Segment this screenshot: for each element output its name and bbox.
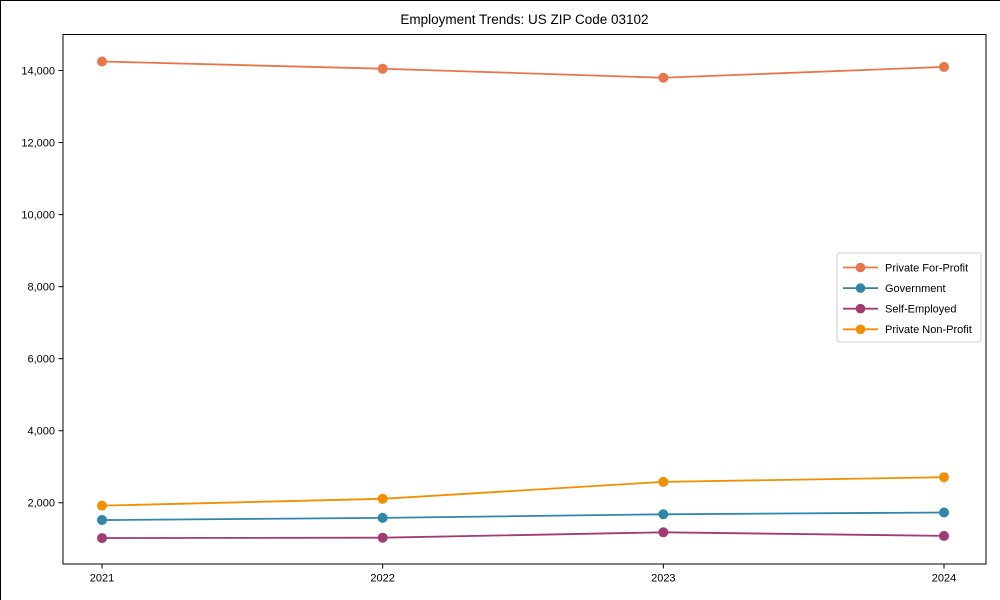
data-point-marker — [377, 512, 388, 523]
data-point-marker — [939, 530, 949, 541]
legend-box — [836, 252, 982, 343]
data-point-marker — [939, 507, 949, 518]
legend-swatch-marker — [855, 303, 866, 314]
data-point-marker — [97, 56, 107, 67]
y-tick-label: 2,000 — [27, 498, 55, 510]
plot-frame — [62, 34, 987, 565]
y-tick-label: 12,000 — [21, 137, 55, 149]
data-point-marker — [377, 63, 388, 74]
legend-swatch-marker — [855, 262, 866, 273]
legend-item-label: Government — [885, 283, 946, 295]
data-point-marker — [658, 527, 669, 538]
legend-item-label: Private For-Profit — [885, 262, 968, 274]
plot-area: 2,000 4,000 6,000 8,000 10,000 12,000 14,000 20… — [21, 34, 987, 585]
data-point-marker — [658, 72, 669, 83]
series-line — [101, 476, 945, 507]
y-tick-label: 10,000 — [21, 209, 55, 221]
data-point-marker — [377, 493, 388, 504]
legend-swatch-marker — [855, 283, 866, 293]
legend-swatch-marker — [855, 324, 866, 335]
data-point-marker — [658, 509, 669, 520]
x-tick-label: 2022 — [370, 573, 394, 585]
y-tick-label: 14,000 — [21, 65, 55, 77]
legend-item-label: Self-Employed — [885, 304, 957, 316]
chart-title: Employment Trends: US ZIP Code 03102 — [400, 12, 648, 27]
data-point-marker — [97, 533, 107, 544]
data-point-marker — [97, 515, 107, 526]
y-tick-label: 4,000 — [27, 426, 55, 438]
y-tick-label: 6,000 — [27, 353, 55, 365]
x-tick-label: 2021 — [90, 573, 114, 585]
series-line — [101, 531, 945, 539]
y-tick-label: 8,000 — [27, 281, 55, 293]
series-line — [101, 511, 945, 521]
x-tick-label: 2023 — [651, 573, 675, 585]
series-line — [101, 60, 945, 79]
data-point-marker — [377, 532, 388, 543]
legend-item-label: Private Non-Profit — [885, 324, 972, 336]
data-point-marker — [97, 500, 107, 511]
x-tick-label: 2024 — [932, 573, 956, 585]
data-point-marker — [939, 472, 949, 483]
data-point-marker — [658, 476, 669, 487]
data-point-marker — [939, 61, 949, 72]
